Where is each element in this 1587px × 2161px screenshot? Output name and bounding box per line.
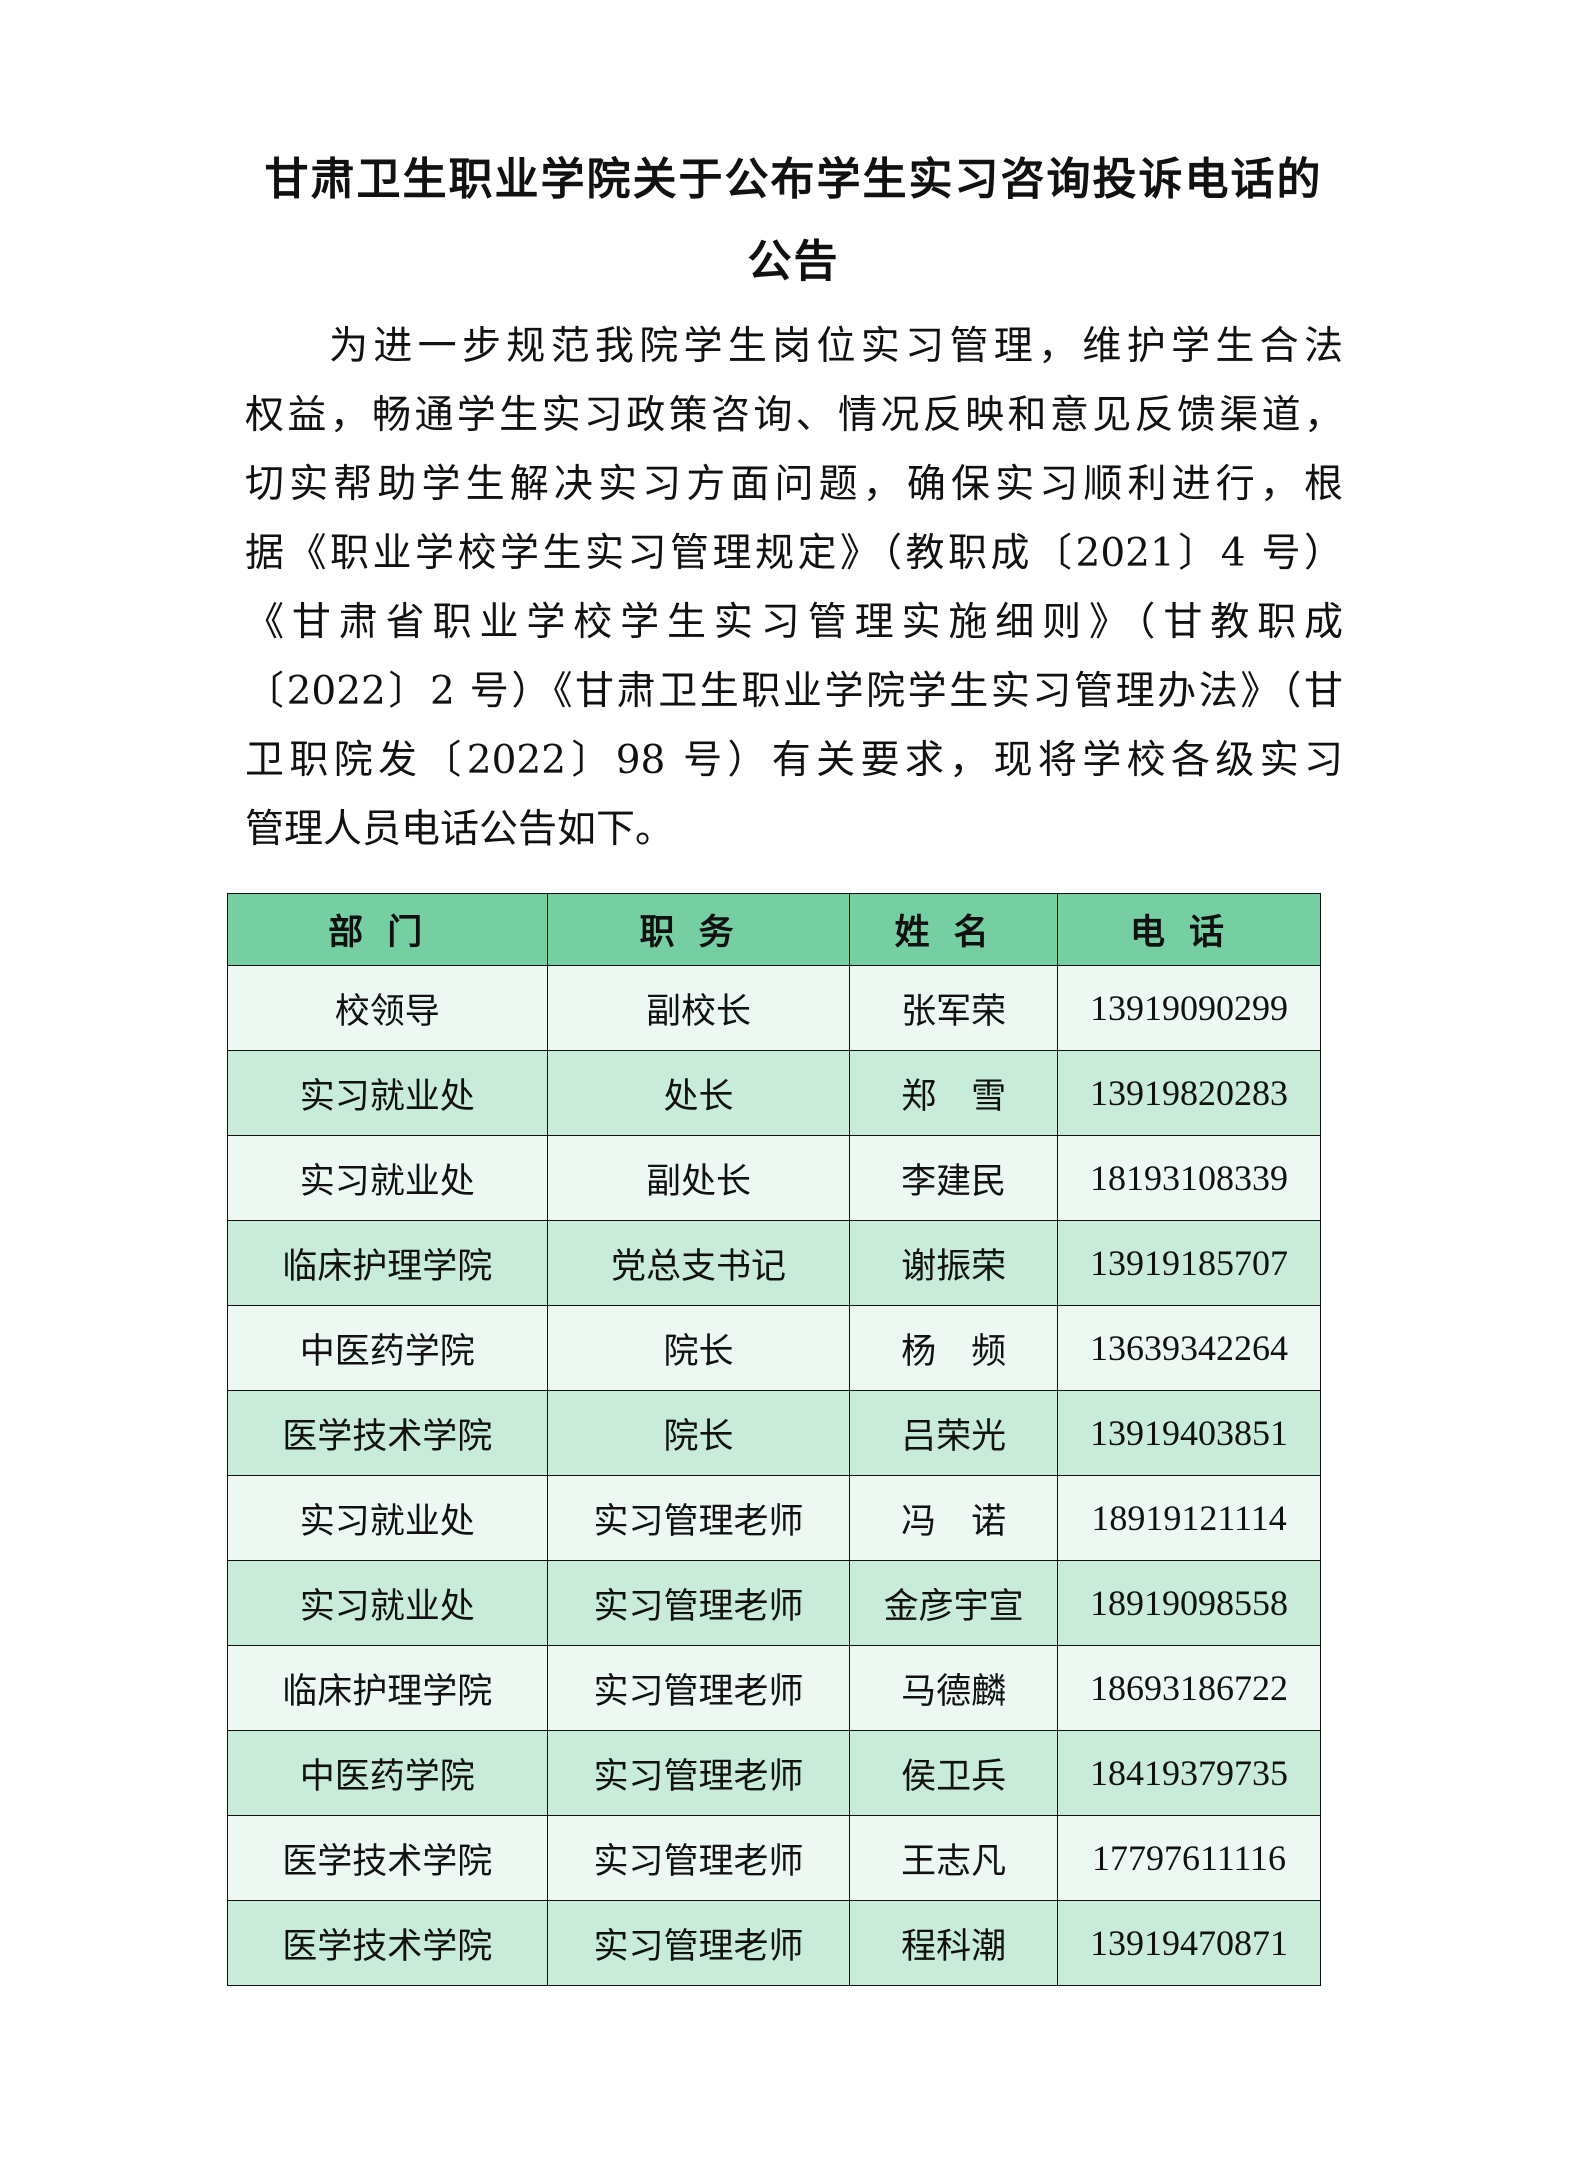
- cell-name: 张军荣: [849, 965, 1059, 1051]
- cell-department: 实习就业处: [227, 1560, 548, 1646]
- cell-department: 医学技术学院: [227, 1900, 548, 1986]
- contact-table: 部门 职务 姓名 电话 校领导 副校长 张军荣 13919090299 实习就业处 处长郑…: [227, 893, 1321, 1986]
- cell-department: 校领导: [227, 965, 548, 1051]
- table-row: 临床护理学院 实习管理老师 马德麟 18693186722: [227, 1645, 1321, 1731]
- paragraph-line: 〔2022〕2 号）《甘肃卫生职业学院学生实习管理办法》（甘: [245, 669, 1343, 714]
- table-row: 医学技术学院 院长 吕荣光 13919403851: [227, 1390, 1321, 1476]
- cell-phone: 18419379735: [1057, 1730, 1321, 1816]
- header-phone: 电话: [1057, 893, 1321, 966]
- cell-name: 李建民: [849, 1135, 1059, 1221]
- header-position: 职务: [546, 893, 851, 966]
- cell-position: 副处长: [546, 1135, 851, 1221]
- cell-name: 程科潮: [849, 1900, 1059, 1986]
- cell-position: 院长: [546, 1305, 851, 1391]
- cell-phone: 18919121114: [1057, 1475, 1321, 1561]
- cell-position: 实习管理老师: [546, 1645, 851, 1731]
- document-title-line-2: 公告: [747, 236, 840, 287]
- paragraph-line: 据《职业学校学生实习管理规定》（教职成〔2021〕4 号）: [245, 531, 1343, 576]
- cell-department: 实习就业处: [227, 1050, 548, 1136]
- table-row: 实习就业处 实习管理老师 金彦宇宣 18919098558: [227, 1560, 1321, 1646]
- cell-position: 副校长: [546, 965, 851, 1051]
- table-row: 临床护理学院 党总支书记 谢振荣 13919185707: [227, 1220, 1321, 1306]
- table-row: 中医药学院 实习管理老师 侯卫兵 18419379735: [227, 1730, 1321, 1816]
- cell-name: 金彦宇宣: [849, 1560, 1059, 1646]
- cell-position: 实习管理老师: [546, 1730, 851, 1816]
- cell-position: 实习管理老师: [546, 1560, 851, 1646]
- paragraph-line: 权益，畅通学生实习政策咨询、情况反映和意见反馈渠道，: [245, 393, 1343, 438]
- table-row: 实习就业处 副处长 李建民 18193108339: [227, 1135, 1321, 1221]
- cell-phone: 13919820283: [1057, 1050, 1321, 1136]
- cell-department: 医学技术学院: [227, 1815, 548, 1901]
- cell-department: 临床护理学院: [227, 1645, 548, 1731]
- cell-position: 实习管理老师: [546, 1475, 851, 1561]
- cell-name: 马德麟: [849, 1645, 1059, 1731]
- paragraph-line: 为进一步规范我院学生岗位实习管理，维护学生合法: [329, 324, 1343, 369]
- cell-position: 党总支书记: [546, 1220, 851, 1306]
- cell-position: 处长: [546, 1050, 851, 1136]
- cell-phone: 18693186722: [1057, 1645, 1321, 1731]
- cell-department: 中医药学院: [227, 1730, 548, 1816]
- cell-name: 王志凡: [849, 1815, 1059, 1901]
- table-row: 中医药学院 院长杨 频 13639342264: [227, 1305, 1321, 1391]
- table-row: 医学技术学院 实习管理老师 王志凡 17797611116: [227, 1815, 1321, 1901]
- cell-position: 实习管理老师: [546, 1815, 851, 1901]
- cell-name: 吕荣光: [849, 1390, 1059, 1476]
- cell-position: 院长: [546, 1390, 851, 1476]
- paragraph-line: 《甘肃省职业学校学生实习管理实施细则》（甘教职成: [245, 600, 1343, 645]
- cell-department: 临床护理学院: [227, 1220, 548, 1306]
- body-paragraph: 为进一步规范我院学生岗位实习管理，维护学生合法 权益，畅通学生实习政策咨询、情况…: [245, 312, 1343, 864]
- cell-phone: 13919403851: [1057, 1390, 1321, 1476]
- cell-department: 实习就业处: [227, 1475, 548, 1561]
- header-name: 姓名: [849, 893, 1059, 966]
- table-row: 医学技术学院 实习管理老师 程科潮 13919470871: [227, 1900, 1321, 1986]
- table-header-row: 部门 职务 姓名 电话: [227, 893, 1321, 966]
- table-row: 校领导 副校长 张军荣 13919090299: [227, 965, 1321, 1051]
- paragraph-line: 卫职院发〔2022〕98 号）有关要求，现将学校各级实习: [245, 738, 1343, 783]
- cell-name: 侯卫兵: [849, 1730, 1059, 1816]
- cell-name: 冯 诺: [849, 1475, 1059, 1561]
- cell-phone: 13639342264: [1057, 1305, 1321, 1391]
- paragraph-line: 切实帮助学生解决实习方面问题，确保实习顺利进行，根: [245, 462, 1343, 507]
- cell-phone: 17797611116: [1057, 1815, 1321, 1901]
- cell-department: 中医药学院: [227, 1305, 548, 1391]
- cell-phone: 13919090299: [1057, 965, 1321, 1051]
- cell-department: 医学技术学院: [227, 1390, 548, 1476]
- cell-phone: 18193108339: [1057, 1135, 1321, 1221]
- cell-phone: 13919470871: [1057, 1900, 1321, 1986]
- table-row: 实习就业处 实习管理老师冯 诺 18919121114: [227, 1475, 1321, 1561]
- document-title-line-1: 甘肃卫生职业学院关于公布学生实习咨询投诉电话的: [264, 154, 1323, 205]
- cell-name: 杨 频: [849, 1305, 1059, 1391]
- header-department: 部门: [227, 893, 548, 966]
- cell-name: 郑 雪: [849, 1050, 1059, 1136]
- cell-phone: 18919098558: [1057, 1560, 1321, 1646]
- cell-phone: 13919185707: [1057, 1220, 1321, 1306]
- cell-name: 谢振荣: [849, 1220, 1059, 1306]
- cell-position: 实习管理老师: [546, 1900, 851, 1986]
- cell-department: 实习就业处: [227, 1135, 548, 1221]
- paragraph-line: 管理人员电话公告如下。: [245, 807, 675, 852]
- table-row: 实习就业处 处长郑 雪 13919820283: [227, 1050, 1321, 1136]
